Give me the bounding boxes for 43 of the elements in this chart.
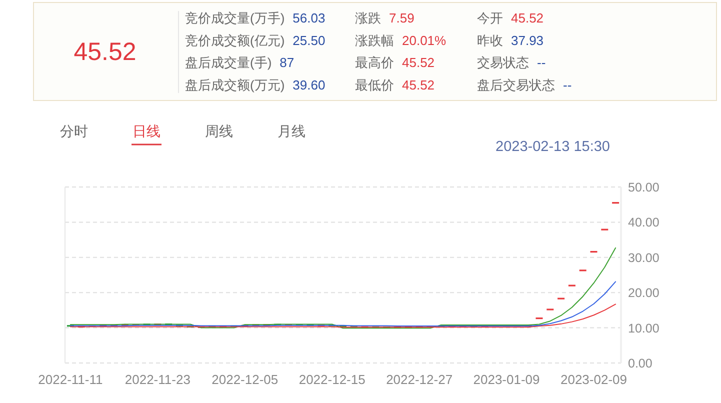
x-tick-label: 2022-12-05 <box>212 372 278 387</box>
text: 盘后成交额(万元) <box>185 77 285 92</box>
x-tick-label: 2022-11-11 <box>38 372 103 387</box>
text: -- <box>537 55 546 70</box>
text: 涨跌幅 <box>355 32 394 48</box>
text: 交易状态 <box>477 55 529 70</box>
x-tick-label: 2022-11-23 <box>124 372 190 387</box>
text: -- <box>563 77 572 92</box>
text: 45.52 <box>402 77 435 92</box>
text: 盘后成交量(手) <box>185 55 272 70</box>
text: 2023-02-13 15:30 <box>496 139 610 155</box>
text: 20.01% <box>402 32 447 48</box>
text: 25.50 <box>292 32 326 48</box>
text: 竞价成交量(万手) <box>185 10 285 26</box>
y-tick-label: 40.00 <box>628 216 660 230</box>
y-tick-label: 10.00 <box>628 321 660 336</box>
text: 日线 <box>132 123 160 139</box>
text: 周线 <box>205 123 233 139</box>
x-tick-label: 2023-02-09 <box>560 372 627 387</box>
text: 56.03 <box>292 10 326 26</box>
text: 39.60 <box>292 77 326 92</box>
text: 最低价 <box>355 77 394 92</box>
text: 竞价成交额(亿元) <box>185 32 285 48</box>
text: 87 <box>280 55 294 70</box>
y-tick-label: 50.00 <box>628 180 660 194</box>
text: 涨跌 <box>355 10 381 26</box>
y-tick-label: 30.00 <box>628 250 660 265</box>
y-tick-label: 0.00 <box>628 356 652 370</box>
text: 月线 <box>278 123 306 139</box>
text: 分时 <box>60 123 88 139</box>
text: 45.52 <box>74 38 136 66</box>
text: 最高价 <box>355 55 394 70</box>
text: 今开 <box>477 10 503 26</box>
text: 昨收 <box>477 32 503 48</box>
text: 盘后交易状态 <box>477 77 555 92</box>
text: 37.93 <box>511 32 544 48</box>
x-tick-label: 2022-12-15 <box>298 372 366 387</box>
y-tick-label: 20.00 <box>628 286 660 300</box>
x-tick-label: 2022-12-27 <box>386 372 453 387</box>
text: 45.52 <box>402 55 435 70</box>
text: 7.59 <box>389 10 414 26</box>
x-tick-label: 2023-01-09 <box>473 372 540 387</box>
text: 45.52 <box>511 10 544 26</box>
